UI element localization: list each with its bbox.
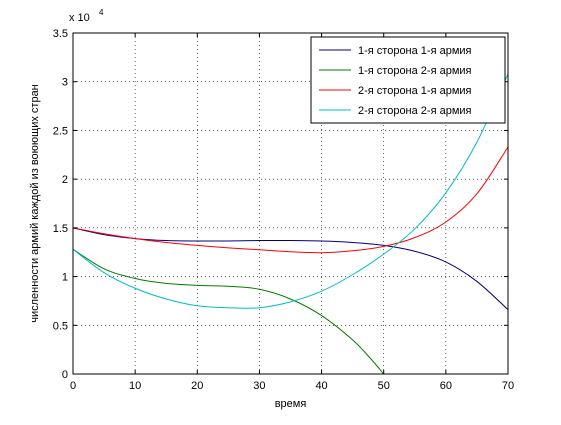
x-tick-label: 0 (70, 380, 76, 392)
series-line-2 (72, 248, 385, 375)
y-tick-label: 3 (62, 77, 68, 89)
y-tick-label: 3.5 (53, 28, 68, 40)
legend-label-4: 2-я сторона 2-я армия (358, 105, 472, 117)
x-axis-label: время (275, 398, 307, 410)
y-tick-label: 2.5 (53, 125, 68, 137)
y-tick-label: 2 (62, 174, 68, 186)
x-tick-label: 10 (129, 380, 141, 392)
series-line-3 (72, 146, 509, 254)
y-tick-label: 1.5 (53, 223, 68, 235)
legend-items: 1-я сторона 1-я армия 1-я сторона 2-я арм… (319, 45, 472, 117)
y-multiplier-exponent: 4 (99, 8, 104, 17)
legend-label-3: 2-я сторона 1-я армия (358, 85, 472, 97)
legend-label-1: 1-я сторона 1-я армия (358, 45, 472, 57)
y-tick-label: 1 (62, 272, 68, 284)
x-tick-label: 60 (440, 380, 452, 392)
series-group (72, 73, 509, 375)
x-tick-label: 30 (253, 380, 265, 392)
legend: 1-я сторона 1-я армия 1-я сторона 2-я арм… (310, 36, 506, 124)
x-tick-label: 40 (315, 380, 327, 392)
x-tick-label: 20 (191, 380, 203, 392)
x-tick-label: 70 (502, 380, 514, 392)
y-multiplier: x 10 4 (69, 8, 104, 24)
legend-box (310, 36, 506, 124)
y-tick-label: 0 (62, 369, 68, 381)
y-axis-label: численности армий каждой из воюющих стра… (29, 84, 41, 323)
y-multiplier-label: x 10 (69, 12, 90, 24)
series-line-4 (72, 73, 509, 309)
axes-frame (72, 32, 509, 375)
ticks: 0 10 20 30 40 50 60 70 0 0.5 1 1.5 2 2.5 3 3.5 (53, 28, 514, 392)
x-tick-label: 50 (378, 380, 390, 392)
legend-label-2: 1-я сторона 2-я армия (358, 65, 472, 77)
y-tick-label: 0.5 (53, 320, 68, 332)
